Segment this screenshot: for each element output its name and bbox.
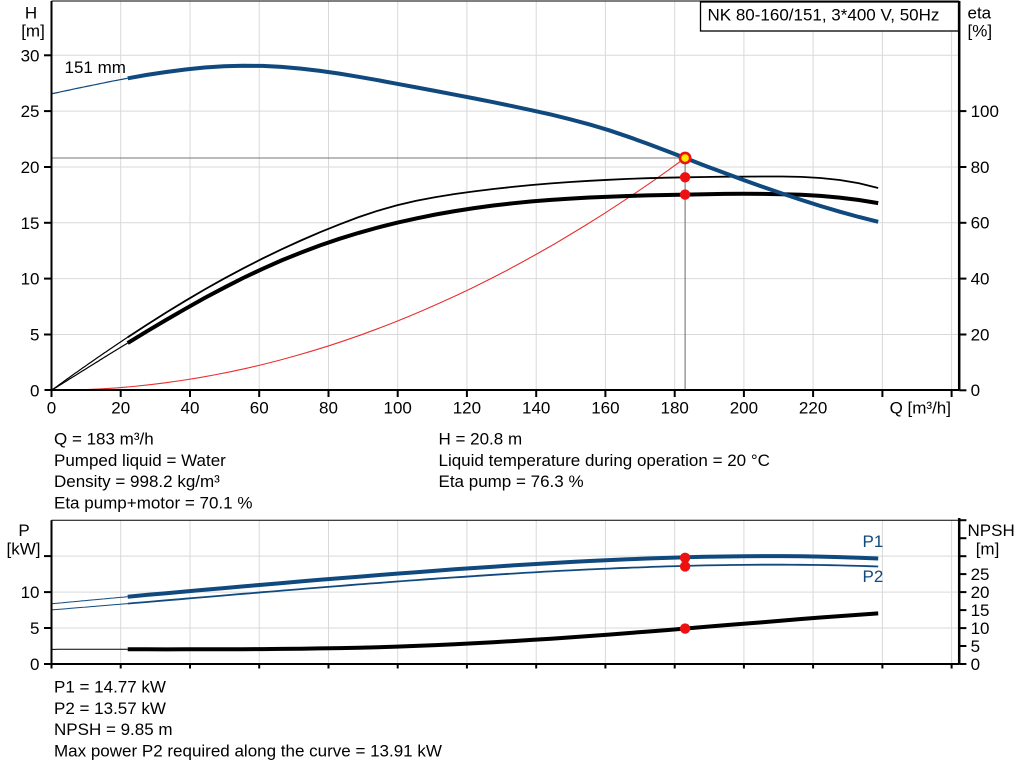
svg-text:10: 10 — [971, 619, 990, 638]
svg-text:Density = 998.2 kg/m³: Density = 998.2 kg/m³ — [54, 472, 220, 491]
svg-text:15: 15 — [971, 601, 990, 620]
svg-text:180: 180 — [661, 398, 689, 417]
svg-text:60: 60 — [250, 398, 269, 417]
svg-text:0: 0 — [30, 655, 39, 674]
svg-text:100: 100 — [971, 102, 999, 121]
svg-text:[kW]: [kW] — [7, 540, 41, 559]
svg-text:120: 120 — [453, 398, 481, 417]
svg-text:200: 200 — [730, 398, 758, 417]
svg-text:25: 25 — [971, 565, 990, 584]
svg-text:0: 0 — [971, 381, 980, 400]
svg-text:40: 40 — [971, 269, 990, 288]
svg-text:Eta pump = 76.3 %: Eta pump = 76.3 % — [439, 472, 584, 491]
svg-text:[m]: [m] — [21, 22, 45, 41]
svg-text:100: 100 — [384, 398, 412, 417]
svg-text:10: 10 — [21, 583, 40, 602]
svg-text:Q = 183 m³/h: Q = 183 m³/h — [54, 430, 154, 449]
svg-text:Liquid temperature during oper: Liquid temperature during operation = 20… — [439, 451, 770, 470]
svg-text:P2 = 13.57 kW: P2 = 13.57 kW — [54, 699, 166, 718]
svg-text:15: 15 — [21, 214, 40, 233]
svg-text:P1 = 14.77 kW: P1 = 14.77 kW — [54, 678, 166, 697]
svg-text:Pumped liquid = Water: Pumped liquid = Water — [54, 451, 226, 470]
svg-text:20: 20 — [971, 583, 990, 602]
svg-text:0: 0 — [47, 398, 56, 417]
svg-text:20: 20 — [111, 398, 130, 417]
svg-text:20: 20 — [21, 158, 40, 177]
svg-text:5: 5 — [30, 619, 39, 638]
svg-text:H = 20.8 m: H = 20.8 m — [439, 430, 523, 449]
svg-text:5: 5 — [30, 326, 39, 345]
svg-text:40: 40 — [181, 398, 200, 417]
svg-text:10: 10 — [21, 270, 40, 289]
svg-text:P: P — [18, 521, 29, 540]
svg-text:0: 0 — [971, 655, 980, 674]
svg-text:eta: eta — [968, 4, 992, 23]
svg-text:220: 220 — [799, 398, 827, 417]
svg-text:[m]: [m] — [976, 540, 1000, 559]
svg-text:P1: P1 — [863, 532, 884, 551]
svg-text:Max power P2 required along th: Max power P2 required along the curve = … — [54, 741, 442, 760]
svg-text:30: 30 — [21, 46, 40, 65]
svg-text:151 mm: 151 mm — [65, 58, 126, 77]
svg-text:25: 25 — [21, 102, 40, 121]
svg-text:NPSH = 9.85 m: NPSH = 9.85 m — [54, 720, 173, 739]
svg-text:5: 5 — [971, 637, 980, 656]
svg-text:Q [m³/h]: Q [m³/h] — [890, 398, 951, 417]
svg-text:20: 20 — [971, 325, 990, 344]
svg-text:Eta pump+motor = 70.1 %: Eta pump+motor = 70.1 % — [54, 494, 252, 513]
svg-text:80: 80 — [971, 158, 990, 177]
svg-text:160: 160 — [591, 398, 619, 417]
svg-text:[%]: [%] — [968, 22, 993, 41]
svg-text:NK 80-160/151, 3*400 V, 50Hz: NK 80-160/151, 3*400 V, 50Hz — [708, 6, 940, 25]
svg-text:0: 0 — [30, 381, 39, 400]
svg-text:H: H — [25, 4, 37, 23]
svg-text:P2: P2 — [863, 567, 884, 586]
svg-text:60: 60 — [971, 214, 990, 233]
svg-text:80: 80 — [319, 398, 338, 417]
svg-text:140: 140 — [522, 398, 550, 417]
svg-text:NPSH: NPSH — [968, 521, 1015, 540]
